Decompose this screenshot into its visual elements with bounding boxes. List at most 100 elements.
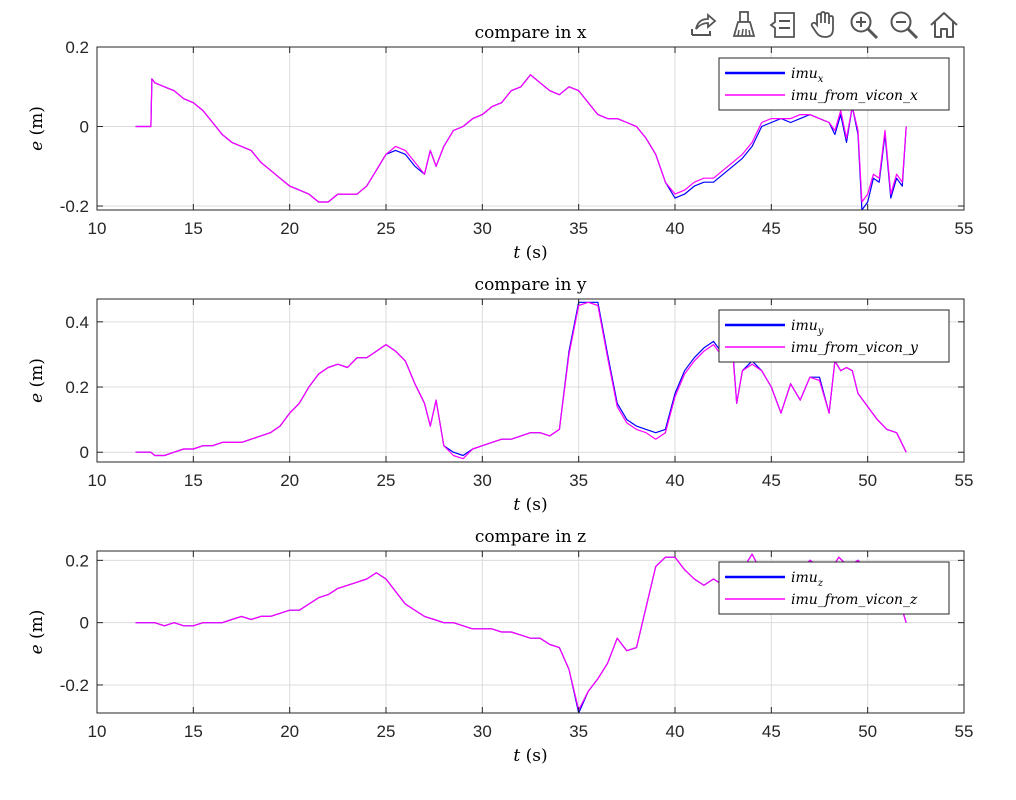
figure-toolbar [684,6,963,44]
home-icon [929,12,958,38]
legend-base-text: imu [791,318,818,334]
y-axis-symbol: e [27,141,47,151]
x-axis-unit: (s) [520,495,547,515]
y-axis-symbol: e [27,393,47,403]
y-axis-label: e (m) [27,358,47,403]
datatip-icon [769,12,795,38]
legend-label: imuz [791,570,824,589]
x-tick-label: 50 [858,722,877,741]
y-axis-label: e (m) [27,106,47,151]
series-line-vicon [135,301,907,460]
x-axis-symbol: t [513,746,520,766]
x-tick-label: 50 [858,471,877,490]
x-tick-label: 45 [762,722,781,741]
y-tick-label: 0.2 [65,38,89,57]
subplot-2: 10 15 20 25 30 35 40 45 50 55 0 0.2 0.4 compare in y t… [27,275,973,515]
x-tick-label: 30 [473,219,492,238]
x-axis-unit: (s) [520,243,547,263]
legend-box [718,57,950,111]
subplot-title: compare in z [475,527,586,547]
zoom-in-button[interactable] [844,6,883,44]
y-tick-label: 0 [80,614,89,633]
y-tick-label: 0.2 [65,551,89,570]
subplot-1: 10 15 20 25 30 35 40 45 50 55 -0.2 0 0.2 compare in x… [27,23,973,263]
x-axis-label: t (s) [513,746,547,766]
y-tick-label: 0 [80,443,89,462]
x-tick-label: 35 [569,219,588,238]
subplot-3: 10 15 20 25 30 35 40 45 50 55 -0.2 0 0.2 compare in z… [27,527,973,766]
y-tick-label: -0.2 [60,676,89,695]
legend: imux imu_from_vicon_x [718,57,950,111]
x-axis-unit: (s) [520,746,547,766]
x-tick-label: 10 [88,722,107,741]
y-axis-label: e (m) [27,610,47,655]
y-tick-label: 0.2 [65,378,89,397]
x-tick-label: 55 [955,722,974,741]
x-tick-label: 20 [280,722,299,741]
x-tick-label: 20 [280,219,299,238]
pan-hand-icon [810,11,834,38]
y-tick-label: 0 [80,118,89,137]
legend-base-text: imu [791,570,818,586]
home-button[interactable] [924,6,963,44]
zoom-out-icon [890,11,918,40]
y-axis-unit: (m) [27,106,47,141]
subplot-title: compare in x [475,23,587,43]
zoom-out-button[interactable] [884,6,923,44]
x-tick-label: 40 [666,722,685,741]
x-tick-label: 40 [666,219,685,238]
zoom-in-icon [850,11,878,40]
legend-label: imu_from_vicon_y [791,340,919,356]
series-line-vicon [135,74,907,203]
x-tick-label: 25 [377,219,396,238]
x-tick-label: 50 [858,219,877,238]
legend-subscript-text: x [818,74,824,85]
subplot-title: compare in y [475,275,587,295]
legend-subscript-text: z [817,578,824,589]
x-tick-label: 40 [666,471,685,490]
axes-box [96,46,965,211]
legend-label: imux [791,66,824,85]
y-axis-symbol: e [27,644,47,654]
axes-box [96,298,965,463]
legend-label: imu_from_vicon_z [791,592,918,608]
x-tick-label: 35 [569,722,588,741]
legend-box [718,561,950,615]
y-tick-label: -0.2 [60,197,89,216]
y-axis-unit: (m) [27,358,47,393]
pan-button[interactable] [804,6,843,44]
legend-label: imu_from_vicon_x [791,88,918,104]
legend-subscript-text: y [817,326,824,337]
axes-box [96,550,965,714]
x-tick-label: 45 [762,219,781,238]
x-tick-label: 45 [762,471,781,490]
legend-label: imuy [791,318,824,337]
x-axis-label: t (s) [513,495,547,515]
x-axis-symbol: t [513,243,520,263]
legend-box [718,309,950,363]
export-button[interactable] [684,6,723,44]
x-tick-label: 10 [88,219,107,238]
x-tick-label: 55 [955,219,974,238]
x-tick-label: 25 [377,722,396,741]
legend: imuy imu_from_vicon_y [718,309,950,363]
x-tick-label: 20 [280,471,299,490]
x-tick-label: 25 [377,471,396,490]
x-tick-label: 15 [184,722,203,741]
x-tick-label: 15 [184,471,203,490]
export-icon [690,13,716,36]
x-tick-label: 55 [955,471,974,490]
x-tick-label: 10 [88,471,107,490]
y-axis-unit: (m) [27,610,47,645]
datatip-button[interactable] [764,6,803,44]
legend-base-text: imu [791,66,818,82]
x-tick-label: 15 [184,219,203,238]
y-tick-label: 0.4 [65,313,89,332]
x-axis-symbol: t [513,495,520,515]
brush-icon [732,11,755,37]
legend: imuz imu_from_vicon_z [718,561,950,615]
x-axis-label: t (s) [513,243,547,263]
x-tick-label: 30 [473,471,492,490]
brush-button[interactable] [724,6,763,44]
